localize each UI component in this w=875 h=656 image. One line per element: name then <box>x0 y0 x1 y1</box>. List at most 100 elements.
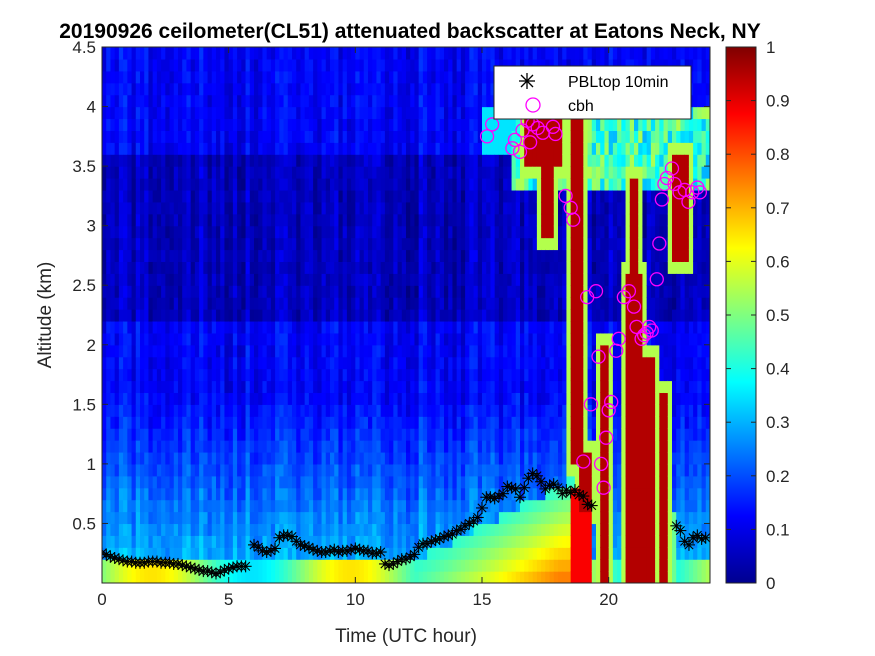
heatmap-cell <box>486 499 492 513</box>
heatmap-cell <box>528 451 534 465</box>
heatmap-cell <box>228 58 234 72</box>
heatmap-cell <box>178 94 183 108</box>
heatmap-cell <box>317 118 323 131</box>
heatmap-cell <box>444 94 449 108</box>
heatmap-cell <box>549 130 555 143</box>
heatmap-cell <box>330 106 335 120</box>
heatmap-cell <box>384 94 390 108</box>
heatmap-cell <box>334 225 340 239</box>
heatmap-cell <box>308 58 314 72</box>
heatmap-cell <box>549 320 555 334</box>
heatmap-cell <box>346 225 352 239</box>
heatmap-cell <box>541 261 546 274</box>
heatmap-cell <box>199 320 204 334</box>
heatmap-cell <box>232 154 238 167</box>
heatmap-cell <box>473 237 479 251</box>
heatmap-cell <box>507 309 513 322</box>
heatmap-cell <box>313 261 318 274</box>
heatmap-cell <box>211 178 217 191</box>
heatmap-cell <box>473 189 479 203</box>
heatmap-cell <box>241 463 247 477</box>
heatmap-cell <box>186 154 192 167</box>
heatmap-cell <box>359 463 365 477</box>
heatmap-cell <box>490 392 496 405</box>
heatmap-cell <box>207 213 213 227</box>
heatmap-cell <box>351 428 356 441</box>
heatmap-cell <box>224 118 230 131</box>
heatmap-cell <box>406 47 411 60</box>
heatmap-cell <box>325 487 331 501</box>
heatmap-cell <box>123 178 128 191</box>
heatmap-cell <box>553 368 559 382</box>
heatmap-cell <box>135 189 141 203</box>
heatmap-cell <box>194 535 200 548</box>
heatmap-cell <box>241 297 247 310</box>
heatmap-cell <box>140 261 145 274</box>
heatmap-cell <box>325 261 331 274</box>
heatmap-cell <box>211 249 217 262</box>
heatmap-cell <box>194 130 200 143</box>
heatmap-cell <box>334 463 340 477</box>
heatmap-cell <box>304 463 310 477</box>
heatmap-cell <box>566 58 572 72</box>
heatmap-cell <box>262 463 268 477</box>
heatmap-cell <box>152 106 158 120</box>
heatmap-cell <box>435 201 441 215</box>
heatmap-cell <box>351 559 356 572</box>
heatmap-cell <box>270 463 276 477</box>
heatmap-cell <box>279 392 285 405</box>
heatmap-cell <box>448 535 454 548</box>
heatmap-cell <box>342 130 348 143</box>
heatmap-cell <box>258 547 264 560</box>
heatmap-cell <box>216 106 221 120</box>
heatmap-cell <box>460 380 466 394</box>
heatmap-cell <box>131 154 137 167</box>
heatmap-cell <box>114 297 120 310</box>
heatmap-cell <box>401 297 407 310</box>
heatmap-cell <box>270 142 276 155</box>
heatmap-cell <box>152 94 158 108</box>
heatmap-cell <box>224 547 230 560</box>
heatmap-cell <box>376 237 382 251</box>
heatmap-cell <box>194 70 200 84</box>
heatmap-cell <box>313 130 318 143</box>
heatmap-cell <box>330 368 335 382</box>
heatmap-cell <box>118 428 124 441</box>
heatmap-cell <box>135 523 141 536</box>
heatmap-cell <box>190 70 196 84</box>
heatmap-cell <box>486 356 492 370</box>
heatmap-cell <box>359 559 365 572</box>
heatmap-cell <box>287 225 293 239</box>
heatmap-cell <box>127 94 133 108</box>
heatmap-cell <box>477 547 483 560</box>
heatmap-cell <box>414 58 420 72</box>
heatmap-cell <box>178 463 183 477</box>
heatmap-cell <box>482 178 487 191</box>
heatmap-cell <box>334 237 340 251</box>
heatmap-cell <box>258 380 264 394</box>
heatmap-cell <box>545 451 551 465</box>
heatmap-cell <box>528 332 534 346</box>
heatmap-cell <box>266 130 272 143</box>
heatmap-cell <box>203 440 209 453</box>
heatmap-cell <box>477 368 483 382</box>
heatmap-cell <box>418 142 424 155</box>
heatmap-cell <box>304 559 310 572</box>
heatmap-cell <box>317 130 323 143</box>
heatmap-cell <box>118 547 124 560</box>
heatmap-cell <box>465 392 470 405</box>
heatmap-cell <box>131 451 137 465</box>
heatmap-cell <box>524 178 530 191</box>
heatmap-cell <box>465 380 470 394</box>
heatmap-cell <box>427 82 432 96</box>
heatmap-cell <box>427 273 432 286</box>
heatmap-cell <box>266 118 272 131</box>
heatmap-cell <box>186 142 192 155</box>
heatmap-cell <box>528 213 534 227</box>
heatmap-cell <box>325 571 331 583</box>
heatmap-cell <box>254 511 259 525</box>
heatmap-cell <box>241 142 247 155</box>
heatmap-cell <box>558 320 563 334</box>
heatmap-cell <box>342 154 348 167</box>
heatmap-cell <box>275 237 280 251</box>
